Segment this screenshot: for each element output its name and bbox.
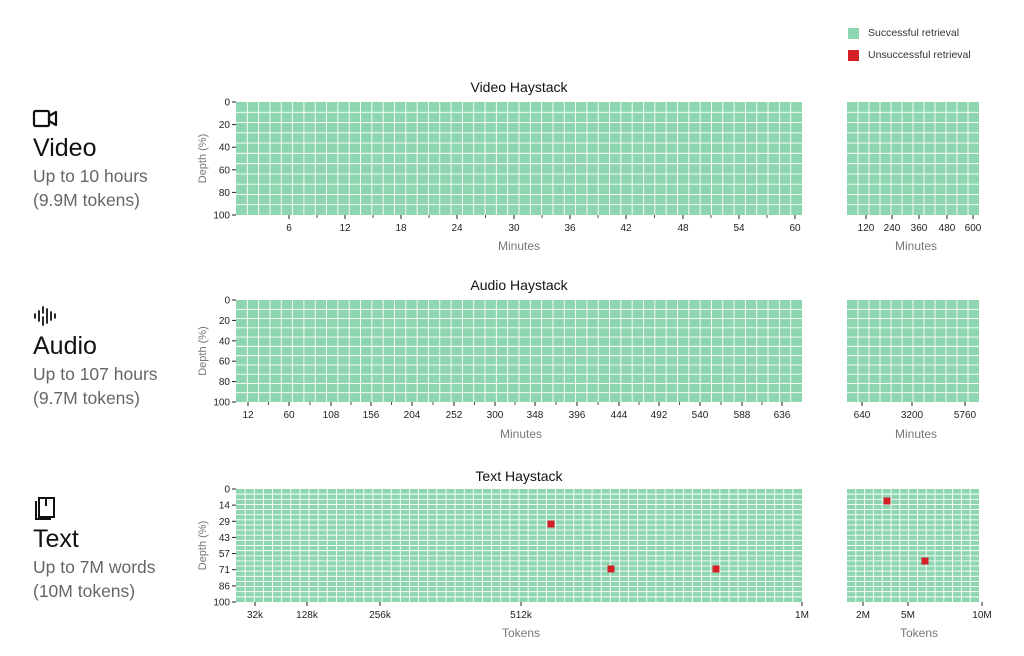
text-failure-marker (712, 565, 720, 573)
audio-ext-xtick-label: 3200 (901, 410, 924, 421)
text-ytick-label: 57 (219, 549, 231, 560)
row-title-text: Text (33, 525, 79, 553)
audio-xtick-label: 252 (446, 410, 463, 421)
audio-xtick-label: 540 (692, 410, 709, 421)
text-ytick-label: 29 (219, 517, 231, 528)
text-failure-marker (547, 520, 555, 528)
text-xtick-label: 256k (369, 610, 392, 621)
video-xlabel: Minutes (498, 239, 540, 253)
legend-label-failure: Unsuccessful retrieval (868, 49, 971, 61)
text-chart-title: Text Haystack (475, 468, 563, 484)
video-ylabel: Depth (%) (197, 134, 209, 184)
audio-waveform-icon (34, 306, 56, 326)
audio-ext-xtick-label: 640 (854, 410, 871, 421)
text-ylabel: Depth (%) (197, 521, 209, 571)
video-ext-xlabel: Minutes (895, 239, 937, 253)
text-ext-xtick-label: 2M (856, 610, 870, 621)
text-xtick-label: 512k (510, 610, 533, 621)
video-xtick-label: 60 (789, 223, 801, 234)
video-ext-xtick-label: 120 (858, 223, 875, 234)
row-subtitle-audio-duration: Up to 107 hours (33, 364, 158, 384)
video-ytick-label: 20 (219, 120, 231, 131)
row-subtitle-video-duration: Up to 10 hours (33, 166, 148, 186)
text-xlabel: Tokens (502, 626, 540, 640)
audio-xtick-label: 204 (404, 410, 421, 421)
legend-swatch-success (848, 27, 859, 39)
video-xtick-label: 42 (620, 223, 632, 234)
video-xtick-label: 30 (508, 223, 520, 234)
audio-ytick-label: 0 (224, 296, 230, 307)
video-ytick-label: 100 (213, 211, 230, 222)
audio-ytick-label: 40 (219, 336, 231, 347)
video-ytick-label: 80 (219, 188, 231, 199)
video-ext-xtick-label: 600 (965, 223, 982, 234)
audio-xlabel: Minutes (500, 427, 542, 441)
video-ytick-label: 60 (219, 165, 231, 176)
audio-xtick-label: 444 (611, 410, 628, 421)
text-xtick-label: 32k (247, 610, 264, 621)
video-xtick-label: 6 (286, 223, 292, 234)
text-ext-xtick-label: 5M (901, 610, 915, 621)
audio-xtick-label: 12 (242, 410, 254, 421)
video-ytick-label: 40 (219, 143, 231, 154)
row-subtitle-audio-tokens: (9.7M tokens) (33, 388, 140, 408)
video-ytick-label: 0 (224, 98, 230, 109)
legend-label-success: Successful retrieval (868, 27, 960, 39)
audio-chart-title: Audio Haystack (470, 277, 568, 293)
audio-xtick-label: 156 (363, 410, 380, 421)
row-subtitle-text-tokens: (10M tokens) (33, 581, 136, 601)
video-xtick-label: 54 (733, 223, 745, 234)
text-ytick-label: 86 (219, 581, 231, 592)
book-icon (35, 497, 55, 520)
video-xtick-label: 24 (451, 223, 463, 234)
text-failure-marker (607, 565, 615, 573)
audio-xtick-label: 396 (569, 410, 586, 421)
video-xtick-label: 36 (564, 223, 576, 234)
audio-xtick-label: 108 (323, 410, 340, 421)
audio-ytick-label: 60 (219, 357, 231, 368)
video-xtick-label: 12 (339, 223, 351, 234)
audio-ext-xtick-label: 5760 (954, 410, 977, 421)
video-camera-icon (32, 109, 58, 128)
legend: Successful retrieval Unsuccessful retrie… (848, 22, 971, 66)
legend-item-success: Successful retrieval (848, 22, 971, 44)
video-ext-xtick-label: 480 (939, 223, 956, 234)
audio-xtick-label: 588 (734, 410, 751, 421)
audio-xtick-label: 60 (283, 410, 295, 421)
audio-ext-xlabel: Minutes (895, 427, 937, 441)
row-subtitle-text-words: Up to 7M words (33, 557, 156, 577)
audio-xtick-label: 636 (774, 410, 791, 421)
audio-ytick-label: 80 (219, 377, 231, 388)
row-title-audio: Audio (33, 332, 97, 360)
video-xtick-label: 48 (677, 223, 689, 234)
legend-item-failure: Unsuccessful retrieval (848, 44, 971, 66)
video-ext-xtick-label: 240 (884, 223, 901, 234)
audio-xtick-label: 492 (651, 410, 668, 421)
text-ext-xlabel: Tokens (900, 626, 938, 640)
text-ytick-label: 100 (213, 598, 230, 609)
text-ytick-label: 0 (224, 485, 230, 496)
audio-ytick-label: 100 (213, 398, 230, 409)
audio-xtick-label: 300 (487, 410, 504, 421)
video-chart-title: Video Haystack (470, 79, 568, 95)
text-xtick-label: 128k (296, 610, 319, 621)
text-ytick-label: 14 (219, 501, 231, 512)
audio-ylabel: Depth (%) (197, 326, 209, 376)
text-failure-marker (921, 557, 929, 565)
video-xtick-label: 18 (395, 223, 407, 234)
legend-swatch-failure (848, 49, 859, 61)
text-xtick-label: 1M (795, 610, 809, 621)
text-ext-xtick-label: 10M (972, 610, 991, 621)
text-failure-marker (883, 497, 891, 505)
text-ytick-label: 71 (219, 565, 231, 576)
text-ytick-label: 43 (219, 533, 231, 544)
audio-xtick-label: 348 (527, 410, 544, 421)
row-subtitle-video-tokens: (9.9M tokens) (33, 190, 140, 210)
video-ext-xtick-label: 360 (911, 223, 928, 234)
row-title-video: Video (33, 134, 97, 162)
audio-ytick-label: 20 (219, 316, 231, 327)
